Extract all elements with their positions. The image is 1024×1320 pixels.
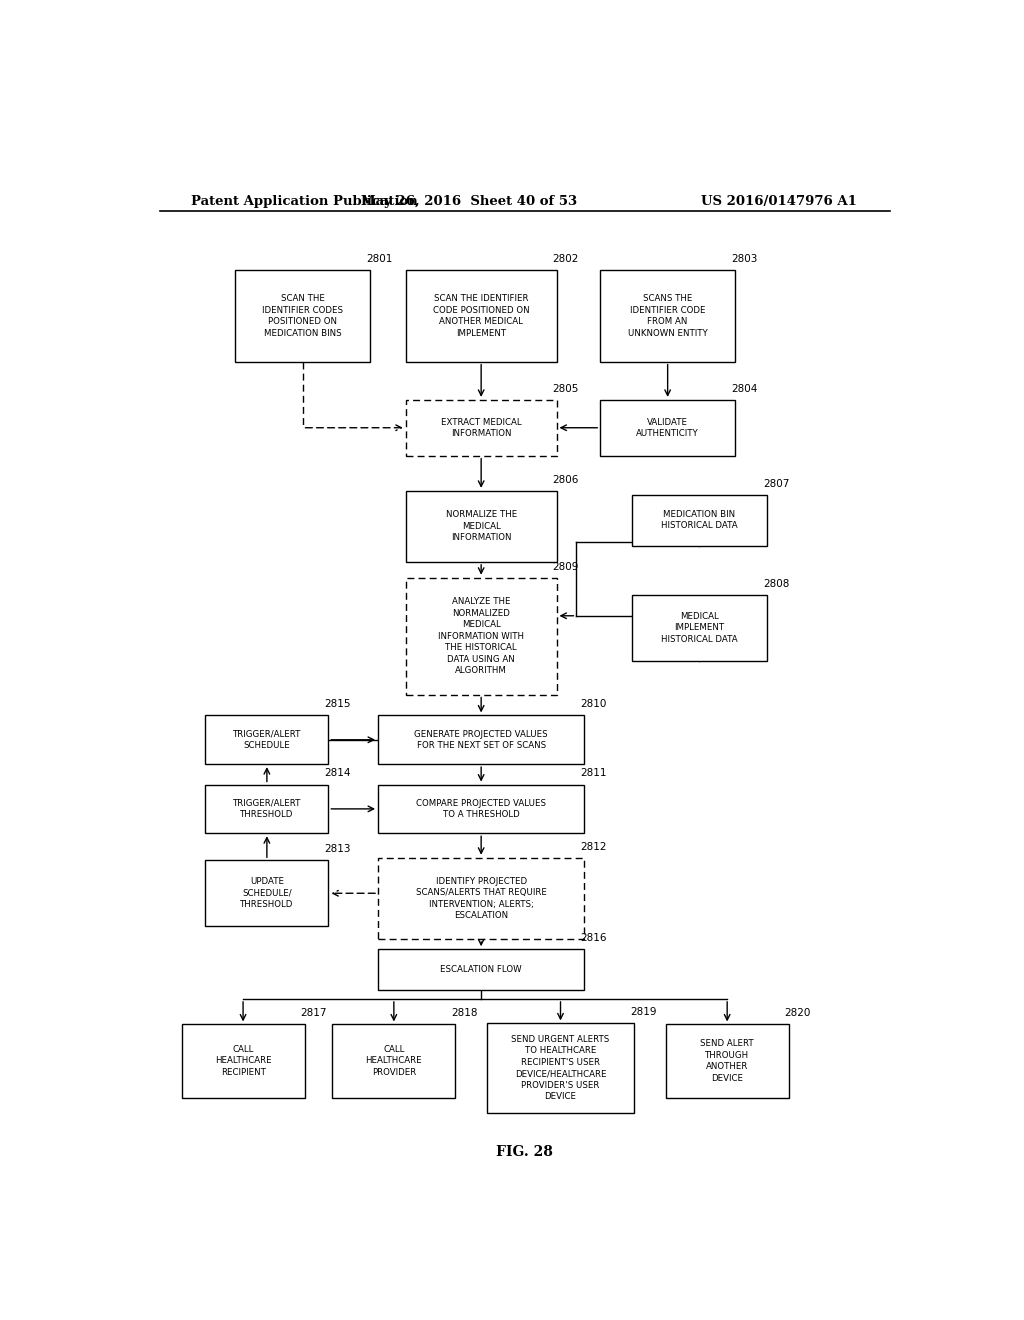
Text: NORMALIZE THE
MEDICAL
INFORMATION: NORMALIZE THE MEDICAL INFORMATION: [445, 511, 517, 543]
FancyBboxPatch shape: [333, 1024, 456, 1097]
FancyBboxPatch shape: [378, 858, 585, 939]
Text: 2801: 2801: [367, 255, 392, 264]
FancyBboxPatch shape: [236, 271, 370, 362]
Text: 2803: 2803: [731, 255, 758, 264]
Text: 2806: 2806: [553, 475, 579, 484]
FancyBboxPatch shape: [181, 1024, 304, 1097]
Text: 2802: 2802: [553, 255, 579, 264]
Text: UPDATE
SCHEDULE/
THRESHOLD: UPDATE SCHEDULE/ THRESHOLD: [241, 878, 294, 909]
FancyBboxPatch shape: [600, 271, 735, 362]
FancyBboxPatch shape: [632, 495, 767, 545]
FancyBboxPatch shape: [378, 784, 585, 833]
FancyBboxPatch shape: [406, 271, 557, 362]
Text: SCANS THE
IDENTIFIER CODE
FROM AN
UNKNOWN ENTITY: SCANS THE IDENTIFIER CODE FROM AN UNKNOW…: [628, 294, 708, 338]
FancyBboxPatch shape: [406, 400, 557, 455]
Text: May 26, 2016  Sheet 40 of 53: May 26, 2016 Sheet 40 of 53: [361, 194, 578, 207]
Text: COMPARE PROJECTED VALUES
TO A THRESHOLD: COMPARE PROJECTED VALUES TO A THRESHOLD: [416, 799, 546, 820]
FancyBboxPatch shape: [632, 595, 767, 661]
Text: CALL
HEALTHCARE
RECIPIENT: CALL HEALTHCARE RECIPIENT: [215, 1045, 271, 1077]
Text: 2808: 2808: [763, 579, 790, 589]
Text: ANALYZE THE
NORMALIZED
MEDICAL
INFORMATION WITH
THE HISTORICAL
DATA USING AN
ALG: ANALYZE THE NORMALIZED MEDICAL INFORMATI…: [438, 597, 524, 675]
Text: 2804: 2804: [731, 384, 758, 393]
Text: 2815: 2815: [325, 700, 351, 709]
Text: 2818: 2818: [452, 1008, 478, 1018]
Text: 2811: 2811: [581, 768, 607, 779]
Text: 2820: 2820: [784, 1008, 811, 1018]
Text: ESCALATION FLOW: ESCALATION FLOW: [440, 965, 522, 974]
Text: EXTRACT MEDICAL
INFORMATION: EXTRACT MEDICAL INFORMATION: [441, 417, 521, 438]
FancyBboxPatch shape: [666, 1024, 788, 1097]
Text: 2819: 2819: [630, 1007, 656, 1018]
Text: GENERATE PROJECTED VALUES
FOR THE NEXT SET OF SCANS: GENERATE PROJECTED VALUES FOR THE NEXT S…: [415, 730, 548, 750]
FancyBboxPatch shape: [206, 861, 329, 927]
Text: SEND URGENT ALERTS
TO HEALTHCARE
RECIPIENT'S USER
DEVICE/HEALTHCARE
PROVIDER'S U: SEND URGENT ALERTS TO HEALTHCARE RECIPIE…: [511, 1035, 609, 1101]
Text: 2805: 2805: [553, 384, 579, 393]
Text: MEDICATION BIN
HISTORICAL DATA: MEDICATION BIN HISTORICAL DATA: [662, 510, 737, 531]
Text: TRIGGER/ALERT
THRESHOLD: TRIGGER/ALERT THRESHOLD: [232, 799, 301, 820]
FancyBboxPatch shape: [378, 715, 585, 764]
FancyBboxPatch shape: [378, 949, 585, 990]
FancyBboxPatch shape: [406, 578, 557, 694]
Text: 2807: 2807: [763, 479, 790, 488]
Text: TRIGGER/ALERT
SCHEDULE: TRIGGER/ALERT SCHEDULE: [232, 730, 301, 750]
Text: CALL
HEALTHCARE
PROVIDER: CALL HEALTHCARE PROVIDER: [366, 1045, 422, 1077]
FancyBboxPatch shape: [206, 715, 329, 764]
Text: SCAN THE
IDENTIFIER CODES
POSITIONED ON
MEDICATION BINS: SCAN THE IDENTIFIER CODES POSITIONED ON …: [262, 294, 343, 338]
FancyBboxPatch shape: [600, 400, 735, 455]
Text: SCAN THE IDENTIFIER
CODE POSITIONED ON
ANOTHER MEDICAL
IMPLEMENT: SCAN THE IDENTIFIER CODE POSITIONED ON A…: [433, 294, 529, 338]
Text: 2809: 2809: [553, 561, 579, 572]
Text: 2814: 2814: [325, 768, 351, 779]
Text: SEND ALERT
THROUGH
ANOTHER
DEVICE: SEND ALERT THROUGH ANOTHER DEVICE: [700, 1039, 754, 1082]
FancyBboxPatch shape: [206, 784, 329, 833]
Text: 2812: 2812: [581, 842, 607, 851]
FancyBboxPatch shape: [487, 1023, 634, 1113]
Text: 2810: 2810: [581, 700, 607, 709]
Text: 2817: 2817: [301, 1008, 327, 1018]
Text: IDENTIFY PROJECTED
SCANS/ALERTS THAT REQUIRE
INTERVENTION; ALERTS;
ESCALATION: IDENTIFY PROJECTED SCANS/ALERTS THAT REQ…: [416, 876, 547, 920]
Text: 2816: 2816: [581, 933, 607, 942]
Text: FIG. 28: FIG. 28: [497, 1146, 553, 1159]
Text: VALIDATE
AUTHENTICITY: VALIDATE AUTHENTICITY: [636, 417, 699, 438]
FancyBboxPatch shape: [406, 491, 557, 562]
Text: Patent Application Publication: Patent Application Publication: [191, 194, 418, 207]
Text: MEDICAL
IMPLEMENT
HISTORICAL DATA: MEDICAL IMPLEMENT HISTORICAL DATA: [662, 612, 737, 644]
Text: US 2016/0147976 A1: US 2016/0147976 A1: [700, 194, 857, 207]
Text: 2813: 2813: [325, 843, 351, 854]
